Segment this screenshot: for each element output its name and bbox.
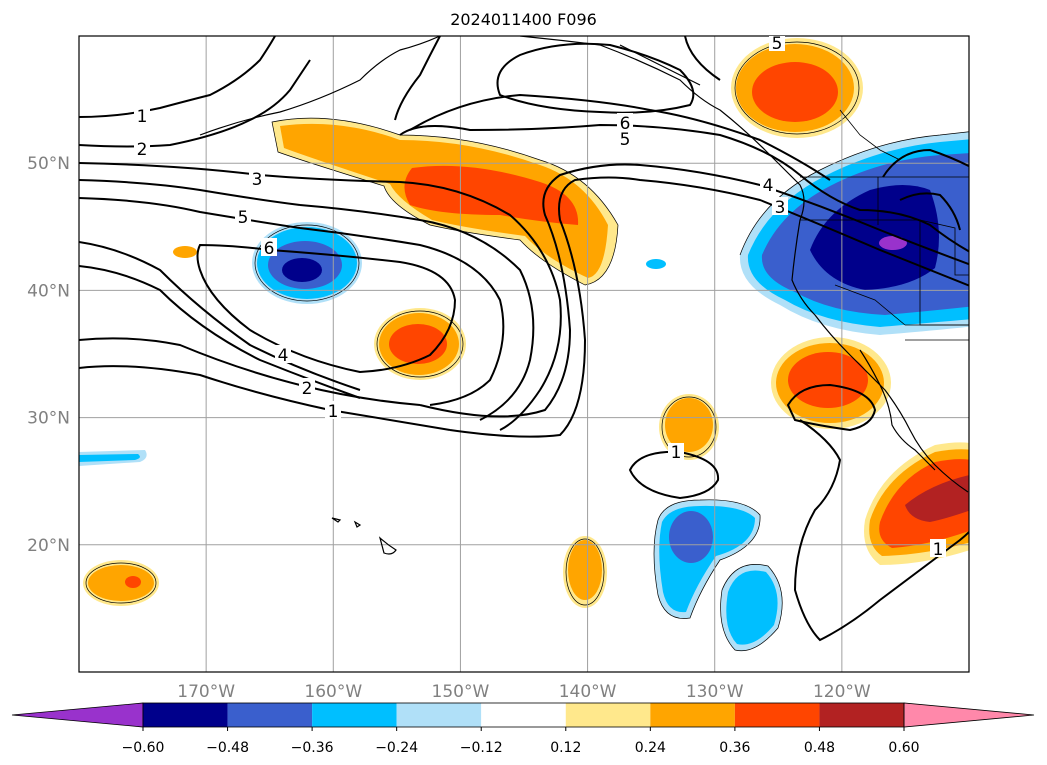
svg-text:6: 6 (620, 114, 631, 134)
lat-tick-label: 20°N (27, 536, 70, 556)
lon-tick-label: 150°W (432, 682, 490, 702)
positive-anomaly-mexico (864, 442, 969, 565)
colorbar-segment (396, 703, 482, 727)
contour-label: 2 (299, 378, 315, 399)
graticule (79, 36, 969, 672)
colorbar-segment (734, 703, 820, 727)
axis-tick-labels: 170°W 160°W 150°W 140°W 130°W 120°W 20°N 30°N 40… (27, 154, 871, 702)
contour-label: 3 (249, 169, 265, 190)
contour-label: 1 (668, 443, 684, 463)
svg-text:2: 2 (137, 140, 148, 160)
lat-tick-label: 30°N (27, 409, 70, 429)
colorbar: −0.60 −0.48 −0.36 −0.24 −0.12 0.12 0.24 0.36 0.4… (11, 702, 1035, 756)
svg-text:1: 1 (137, 107, 148, 127)
colorbar-extend-low (11, 702, 144, 728)
political-borders (800, 109, 969, 341)
height-contours (79, 36, 969, 642)
plot-frame (78, 35, 970, 673)
colorbar-segment (565, 703, 651, 727)
colorbar-tick-label: 0.36 (719, 740, 750, 756)
contour-label: 3 (772, 197, 788, 218)
colorbar-tick-label: 0.60 (888, 740, 919, 756)
colorbar-segment (227, 703, 313, 727)
lat-tick-label: 50°N (27, 154, 70, 174)
svg-text:2: 2 (302, 379, 313, 399)
colorbar-tick-label: −0.24 (375, 740, 418, 756)
svg-text:5: 5 (620, 130, 631, 150)
contour-label: 4 (760, 175, 776, 196)
contour-label: 1 (325, 401, 341, 422)
svg-text:5: 5 (238, 208, 249, 228)
lon-tick-label: 160°W (304, 682, 362, 702)
lon-tick-label: 140°W (559, 682, 617, 702)
svg-text:4: 4 (278, 346, 289, 366)
contour-label: 5 (769, 34, 785, 54)
colorbar-tick-label: 0.12 (550, 740, 581, 756)
colorbar-segment (143, 703, 228, 727)
colorbar-tick-label: −0.12 (460, 740, 503, 756)
svg-text:4: 4 (763, 176, 774, 196)
colorbar-tick-label: −0.36 (291, 740, 334, 756)
lat-tick-label: 40°N (27, 281, 70, 301)
contour-label-group: 1 2 3 5 6 4 2 1 6 5 5 4 3 1 1 (134, 34, 946, 560)
colorbar-segment (481, 703, 566, 727)
map-title: 2024011400 F096 (450, 10, 597, 29)
lon-tick-label: 130°W (686, 682, 744, 702)
contour-label: 2 (134, 139, 150, 160)
contour-label: 5 (617, 129, 633, 150)
lon-tick-label: 170°W (177, 682, 235, 702)
svg-text:5: 5 (772, 34, 783, 54)
svg-text:1: 1 (933, 540, 944, 560)
colorbar-extend-high (903, 702, 1035, 728)
contour-label: 1 (134, 106, 150, 127)
colorbar-tick-label: 0.48 (804, 740, 835, 756)
positive-anomaly-gulf-alaska (731, 38, 863, 138)
contour-label: 4 (275, 345, 291, 366)
svg-text:1: 1 (328, 402, 339, 422)
colorbar-segment (819, 703, 904, 727)
colorbar-segment (312, 703, 397, 727)
svg-text:3: 3 (775, 198, 786, 218)
negative-anomaly-west-coast (739, 131, 969, 335)
colorbar-tick-label: 0.24 (635, 740, 666, 756)
svg-text:6: 6 (264, 239, 275, 259)
negative-anomaly-central (79, 222, 783, 651)
contour-label: 6 (617, 113, 633, 134)
svg-text:1: 1 (671, 443, 682, 463)
colorbar-tick-label: −0.60 (122, 740, 165, 756)
contour-label: 6 (261, 238, 277, 259)
positive-anomaly-subtropics (83, 246, 891, 608)
svg-text:3: 3 (252, 170, 263, 190)
colorbar-tick-label: −0.48 (206, 740, 249, 756)
colorbar-frame (142, 702, 905, 728)
contour-label: 5 (235, 207, 251, 228)
colorbar-segment (650, 703, 735, 727)
positive-anomaly-north-pacific (272, 118, 618, 285)
contour-label: 1 (930, 539, 946, 560)
anomaly-outlines (85, 41, 969, 652)
lon-tick-label: 120°W (813, 682, 871, 702)
